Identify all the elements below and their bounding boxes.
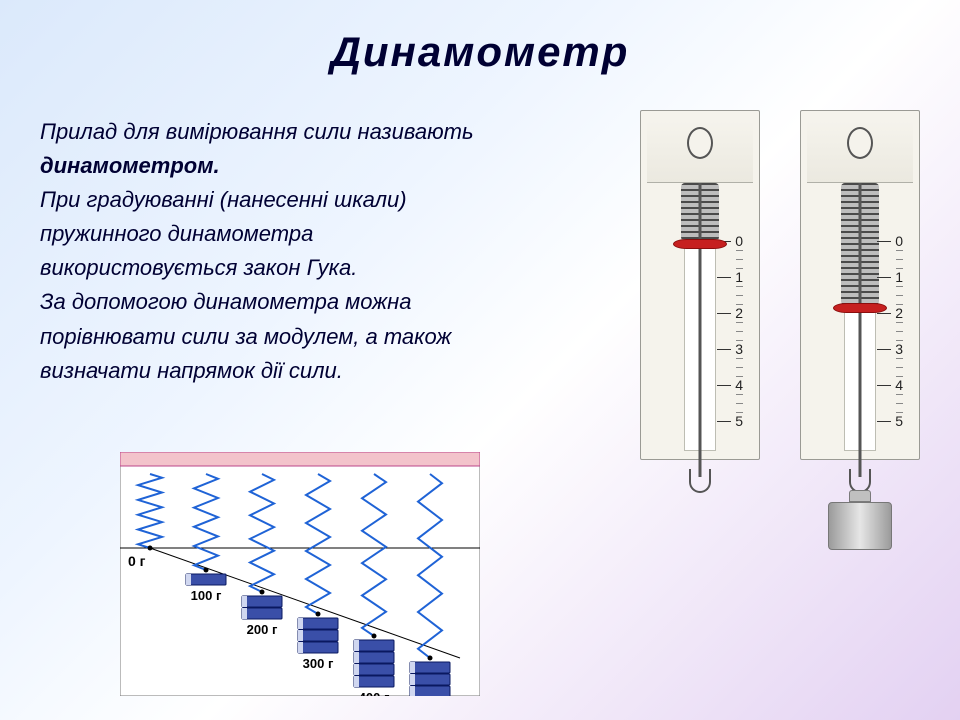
scale-label: 3 bbox=[735, 341, 743, 357]
scale-label: 1 bbox=[735, 269, 743, 285]
scale-minor-tick bbox=[736, 358, 743, 359]
text-p1b: динамометром. bbox=[40, 153, 220, 178]
scale-major-tick: 1 bbox=[717, 269, 743, 285]
scale-label: 3 bbox=[895, 341, 903, 357]
scale-minor-tick bbox=[736, 331, 743, 332]
hanger-ring-icon bbox=[687, 127, 713, 159]
scale-major-tick: 5 bbox=[717, 413, 743, 429]
scale-major-tick: 1 bbox=[877, 269, 903, 285]
hook-icon bbox=[689, 469, 711, 493]
svg-text:200 г: 200 г bbox=[247, 622, 278, 637]
scale-major-tick: 2 bbox=[717, 305, 743, 321]
scale-minor-tick bbox=[896, 295, 903, 296]
svg-text:300 г: 300 г bbox=[303, 656, 334, 671]
dynamometer-pair: 0 1 2 3 4 5 0 1 2 3 4 5 bbox=[640, 110, 920, 460]
scale-major-tick: 5 bbox=[877, 413, 903, 429]
scale-minor-tick bbox=[736, 286, 743, 287]
scale-minor-tick bbox=[896, 367, 903, 368]
scale-minor-tick bbox=[736, 403, 743, 404]
scale-major-tick: 3 bbox=[717, 341, 743, 357]
scale-label: 1 bbox=[895, 269, 903, 285]
scale-minor-tick bbox=[896, 394, 903, 395]
page-title: Динамометр bbox=[0, 0, 960, 76]
svg-text:100 г: 100 г bbox=[191, 588, 222, 603]
device-body: 0 1 2 3 4 5 bbox=[640, 110, 760, 460]
scale-minor-tick bbox=[736, 394, 743, 395]
scale-minor-tick bbox=[896, 358, 903, 359]
spring-extension-chart: 0 г100 г200 г300 г400 г500 г bbox=[120, 452, 480, 696]
hanging-weight-icon bbox=[828, 490, 892, 550]
description-text: Прилад для вимірювання сили називають ди… bbox=[40, 115, 500, 388]
scale-minor-tick bbox=[736, 250, 743, 251]
scale-minor-tick bbox=[896, 322, 903, 323]
pointer-rod bbox=[699, 183, 702, 477]
indicator-disc bbox=[673, 239, 727, 249]
scale-minor-tick bbox=[736, 367, 743, 368]
scale-major-tick: 4 bbox=[717, 377, 743, 393]
scale-minor-tick bbox=[896, 286, 903, 287]
scale-label: 4 bbox=[895, 377, 903, 393]
scale-label: 5 bbox=[735, 413, 743, 429]
svg-text:400 г: 400 г bbox=[359, 690, 390, 696]
svg-text:0 г: 0 г bbox=[128, 553, 146, 569]
scale-minor-tick bbox=[896, 250, 903, 251]
scale-minor-tick bbox=[736, 295, 743, 296]
scale-minor-tick bbox=[896, 331, 903, 332]
device-body: 0 1 2 3 4 5 bbox=[800, 110, 920, 460]
scale-label: 0 bbox=[895, 233, 903, 249]
scale-minor-tick bbox=[736, 322, 743, 323]
scale-major-tick: 4 bbox=[877, 377, 903, 393]
pointer-rod bbox=[859, 183, 862, 477]
text-p2: При градуюванні (нанесенні шкали) пружин… bbox=[40, 187, 407, 280]
hanger-ring-icon bbox=[847, 127, 873, 159]
scale-label: 2 bbox=[735, 305, 743, 321]
text-p1a: Прилад для вимірювання сили називають bbox=[40, 119, 474, 144]
scale-major-tick: 0 bbox=[877, 233, 903, 249]
scale-label: 5 bbox=[895, 413, 903, 429]
scale-minor-tick bbox=[736, 259, 743, 260]
dynamometer-right: 0 1 2 3 4 5 bbox=[800, 110, 920, 460]
dynamometer-left: 0 1 2 3 4 5 bbox=[640, 110, 760, 460]
scale-label: 4 bbox=[735, 377, 743, 393]
scale-minor-tick bbox=[896, 259, 903, 260]
scale-label: 2 bbox=[895, 305, 903, 321]
text-p3: За допомогою динамометра можна порівнюва… bbox=[40, 289, 451, 382]
scale-major-tick: 3 bbox=[877, 341, 903, 357]
scale-minor-tick bbox=[896, 403, 903, 404]
scale-label: 0 bbox=[735, 233, 743, 249]
indicator-disc bbox=[833, 303, 887, 313]
